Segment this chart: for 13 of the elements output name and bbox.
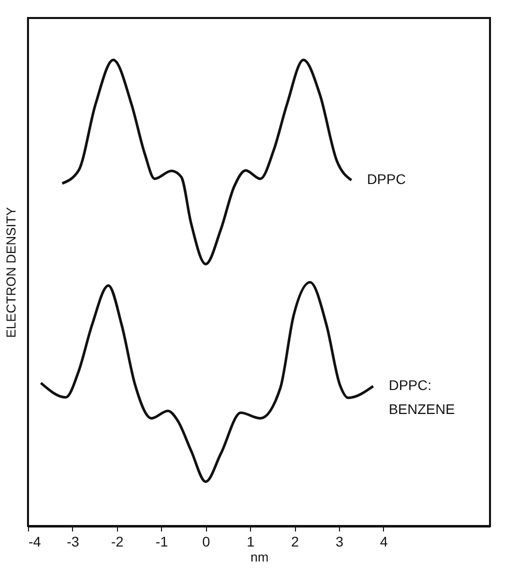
x-tick-label: -3 [66, 534, 80, 550]
x-tick-label: 3 [336, 534, 344, 550]
x-tick-label: -1 [156, 534, 168, 550]
x-tick-label: -2 [111, 534, 124, 550]
x-tick-label: 2 [291, 534, 300, 550]
y-axis-title: ELECTRON DENSITY [4, 206, 18, 338]
series-label: DPPC [366, 171, 406, 188]
x-tick-label: 0 [202, 534, 210, 550]
x-tick-label: 4 [380, 534, 388, 550]
x-axis-title: nm [250, 550, 269, 564]
series-label: DPPC: BENZENE [388, 377, 455, 418]
x-tick-label: -4 [28, 534, 42, 550]
x-tick-label: 1 [246, 534, 255, 550]
